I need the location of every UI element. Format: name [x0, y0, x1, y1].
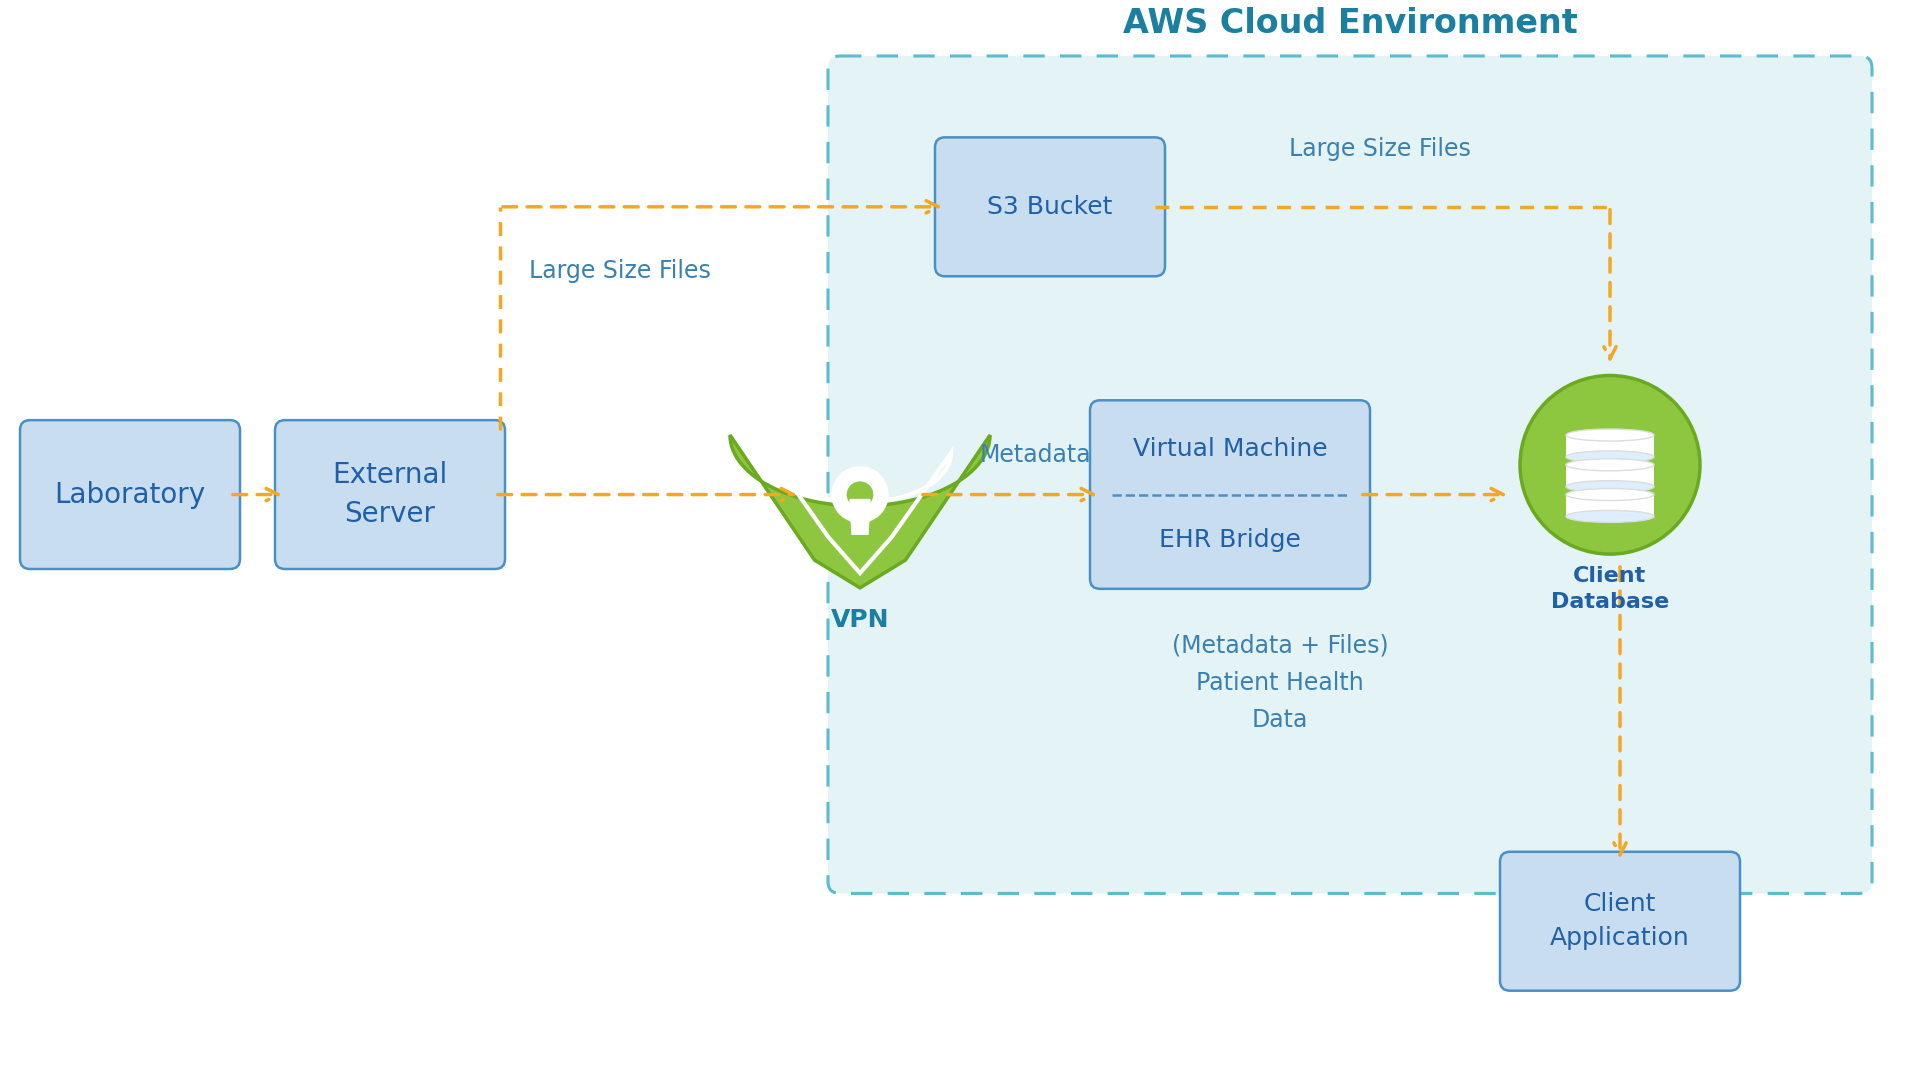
Circle shape	[831, 467, 887, 523]
Ellipse shape	[1567, 481, 1653, 492]
Ellipse shape	[1567, 429, 1653, 441]
Text: Large Size Files: Large Size Files	[530, 259, 710, 283]
FancyBboxPatch shape	[275, 420, 505, 569]
Bar	[1567, 495, 1653, 516]
Text: EHR Bridge: EHR Bridge	[1160, 528, 1302, 552]
Ellipse shape	[1567, 511, 1653, 523]
Circle shape	[1521, 376, 1699, 554]
Ellipse shape	[1567, 459, 1653, 471]
Text: Client
Database: Client Database	[1551, 566, 1668, 612]
FancyBboxPatch shape	[1091, 401, 1371, 589]
Text: Laboratory: Laboratory	[54, 481, 205, 509]
Text: VPN: VPN	[831, 608, 889, 632]
FancyBboxPatch shape	[19, 420, 240, 569]
Ellipse shape	[1567, 488, 1653, 500]
Ellipse shape	[1567, 450, 1653, 463]
FancyBboxPatch shape	[1500, 852, 1740, 990]
Polygon shape	[730, 435, 991, 588]
Text: Virtual Machine: Virtual Machine	[1133, 437, 1327, 461]
Text: AWS Cloud Environment: AWS Cloud Environment	[1123, 8, 1578, 40]
Circle shape	[847, 482, 872, 508]
Text: S3 Bucket: S3 Bucket	[987, 194, 1114, 219]
Bar	[1567, 435, 1653, 457]
Text: Client
Application: Client Application	[1549, 892, 1690, 950]
Text: Metadata: Metadata	[979, 443, 1091, 467]
FancyBboxPatch shape	[828, 56, 1872, 893]
Text: Large Size Files: Large Size Files	[1288, 137, 1471, 161]
Polygon shape	[851, 500, 870, 535]
Text: (Metadata + Files)
Patient Health
Data: (Metadata + Files) Patient Health Data	[1171, 634, 1388, 732]
FancyBboxPatch shape	[935, 137, 1165, 276]
Bar	[1567, 464, 1653, 487]
Text: External
Server: External Server	[332, 461, 447, 528]
